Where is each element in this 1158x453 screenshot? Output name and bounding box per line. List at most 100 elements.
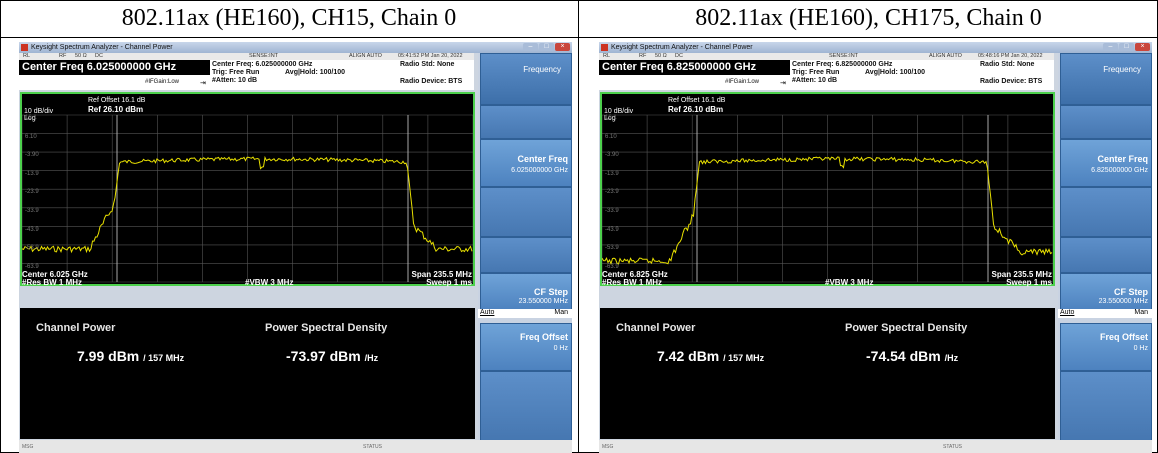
man-option[interactable]: Man: [554, 309, 568, 316]
y-tick-label: -3.90: [605, 152, 619, 159]
close-button[interactable]: ×: [555, 43, 570, 51]
sweep-label: Sweep 1 ms: [1006, 278, 1052, 287]
maximize-button[interactable]: □: [539, 43, 554, 51]
status-label: STATUS: [363, 444, 382, 450]
y-tick-label: -33.9: [605, 208, 619, 214]
y-tick-label: -23.9: [605, 189, 619, 196]
message-bar: MSG STATUS: [599, 440, 1152, 453]
softkey-menu-title[interactable]: Frequency: [1060, 53, 1152, 105]
log-label: Log: [604, 115, 616, 122]
ref-offset: Ref Offset 16.1 dB: [668, 97, 726, 104]
softkey-blank-4: [1060, 371, 1152, 441]
softkey-menu-title[interactable]: Frequency: [480, 53, 572, 105]
center-freq-title[interactable]: Center Freq 6.825000000 GHz: [599, 60, 790, 75]
coupling-indicator: DC: [675, 53, 683, 59]
ifgain-label: #IFGain:Low: [725, 79, 760, 85]
sense-indicator: SENSE:INT: [829, 53, 859, 59]
spectrum-analyzer-screenshot-left: Keysight Spectrum Analyzer - Channel Pow…: [19, 42, 572, 453]
y-tick-label: -53.9: [605, 245, 619, 252]
y-tick-label: -3.90: [25, 152, 39, 159]
softkey-blank-1: [480, 105, 572, 139]
results-panel: Channel Power Power Spectral Density 7.4…: [600, 308, 1055, 439]
softkey-blank-1: [1060, 105, 1152, 139]
softkey-cf-step[interactable]: CF Step 23.550000 MHz: [480, 273, 572, 311]
y-tick-label: 6.10: [25, 133, 37, 140]
trigger-icon: ⇥: [200, 80, 206, 87]
center-freq-title[interactable]: Center Freq 6.025000000 GHz: [19, 60, 210, 75]
spectrum-display: Ref Offset 16.1 dB Ref 26.10 dBm 10 dB/d…: [600, 92, 1055, 286]
y-tick-label: -63.9: [605, 263, 619, 270]
ref-offset: Ref Offset 16.1 dB: [88, 97, 146, 104]
window-titlebar: Keysight Spectrum Analyzer - Channel Pow…: [19, 42, 572, 53]
y-tick-label: 6.10: [605, 133, 617, 140]
softkey-blank-4: [480, 371, 572, 441]
window-title: Keysight Spectrum Analyzer - Channel Pow…: [611, 44, 753, 51]
man-option[interactable]: Man: [1134, 309, 1148, 316]
auto-option[interactable]: Auto: [1060, 309, 1075, 316]
atten-setting: #Atten: 10 dB: [212, 77, 258, 84]
rl-indicator: RL: [603, 53, 611, 59]
softkey-blank-2: [1060, 187, 1152, 237]
status-strip: RL RF 50 Ω DC SENSE:INT ALIGN AUTO 05:48…: [599, 53, 1054, 60]
psd-value-row: -73.97 dBm /Hz: [286, 348, 378, 364]
radio-std-setting: Radio Std: None: [400, 61, 455, 68]
softkey-blank-3: [1060, 237, 1152, 273]
softkey-cf-step[interactable]: CF Step 23.550000 MHz: [1060, 273, 1152, 311]
sweep-label: Sweep 1 ms: [426, 278, 472, 287]
close-button[interactable]: ×: [1135, 43, 1150, 51]
app-icon: [601, 44, 608, 51]
impedance-indicator: 50 Ω: [655, 53, 667, 59]
msg-label: MSG: [22, 444, 34, 450]
psd-unit: /Hz: [944, 353, 959, 363]
center-freq-setting: Center Freq: 6.825000000 GHz: [792, 61, 893, 68]
softkey-center-freq[interactable]: Center Freq 6.825000000 GHz: [1060, 139, 1152, 187]
channel-power-bw: / 157 MHz: [143, 353, 185, 363]
psd-value-row: -74.54 dBm /Hz: [866, 348, 958, 364]
sense-indicator: SENSE:INT: [249, 53, 279, 59]
trigger-icon: ⇥: [780, 80, 786, 87]
minimize-button[interactable]: –: [1103, 43, 1118, 51]
align-indicator: ALIGN AUTO: [929, 53, 962, 59]
minimize-button[interactable]: –: [523, 43, 538, 51]
ref-level: Ref 26.10 dBm: [88, 105, 144, 114]
maximize-button[interactable]: □: [1119, 43, 1134, 51]
channel-power-label: Channel Power: [616, 322, 696, 334]
ifgain-label: #IFGain:Low: [145, 79, 180, 85]
softkey-freq-offset[interactable]: Freq Offset 0 Hz: [1060, 323, 1152, 371]
avg-hold-setting: Avg|Hold: 100/100: [285, 69, 346, 76]
spectrum-trace: [22, 114, 473, 283]
header-divider: [0, 37, 1158, 38]
msg-label: MSG: [602, 444, 614, 450]
softkey-center-freq[interactable]: Center Freq 6.025000000 GHz: [480, 139, 572, 187]
spectrum-display: Ref Offset 16.1 dB Ref 26.10 dBm 10 dB/d…: [20, 92, 475, 286]
radio-device-setting: Radio Device: BTS: [400, 78, 463, 85]
y-tick-label: -53.9: [25, 245, 39, 252]
center-label: Center 6.025 GHz: [22, 270, 88, 279]
center-label: Center 6.825 GHz: [602, 270, 668, 279]
y-tick-label: -23.9: [25, 189, 39, 196]
spectrum-analyzer-screenshot-right: Keysight Spectrum Analyzer - Channel Pow…: [599, 42, 1152, 453]
radio-device-setting: Radio Device: BTS: [980, 78, 1043, 85]
caption-right: 802.11ax (HE160), CH175, Chain 0: [695, 5, 1042, 31]
rl-indicator: RL: [23, 53, 31, 59]
center-freq-setting: Center Freq: 6.025000000 GHz: [212, 61, 313, 68]
y-tick-label: 16.1: [605, 115, 617, 121]
window-titlebar: Keysight Spectrum Analyzer - Channel Pow…: [599, 42, 1152, 53]
channel-power-value: 7.99 dBm: [77, 348, 140, 364]
settings-summary: Center Freq: 6.025000000 GHz Trig: Free …: [210, 60, 474, 90]
y-tick-label: -33.9: [25, 208, 39, 214]
auto-option[interactable]: Auto: [480, 309, 495, 316]
y-tick-label: -13.9: [25, 170, 39, 177]
auto-man-toggle[interactable]: Auto Man: [478, 309, 572, 318]
timestamp: 05:48:16 PM Jan 20, 2022: [978, 53, 1043, 59]
timestamp: 05:41:52 PM Jan 20, 2022: [398, 53, 463, 59]
vbw-label: #VBW 3 MHz: [245, 278, 294, 287]
scale-per-div: 10 dB/div: [604, 108, 634, 115]
psd-label: Power Spectral Density: [265, 322, 388, 334]
softkey-panel: Frequency Center Freq 6.825000000 GHz CF…: [1058, 53, 1152, 453]
auto-man-toggle[interactable]: Auto Man: [1058, 309, 1152, 318]
status-strip: RL RF 50 Ω DC SENSE:INT ALIGN AUTO 05:41…: [19, 53, 474, 60]
spectrum-trace: [602, 114, 1053, 283]
y-tick-label: 16.1: [25, 115, 37, 121]
softkey-freq-offset[interactable]: Freq Offset 0 Hz: [480, 323, 572, 371]
